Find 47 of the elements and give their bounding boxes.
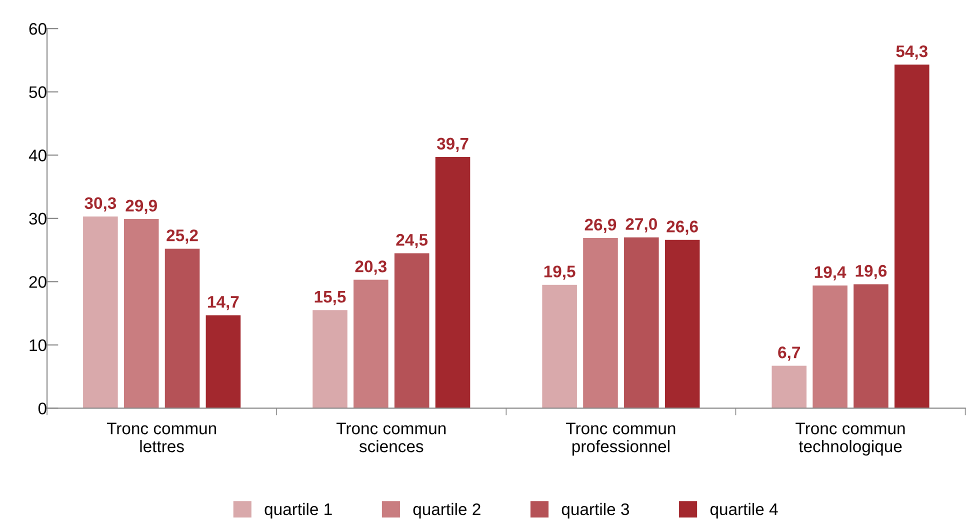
data-label: 54,3 bbox=[896, 45, 928, 60]
data-label: 25,2 bbox=[166, 230, 198, 244]
bar bbox=[772, 366, 807, 408]
y-tick-label: 40 bbox=[28, 150, 46, 162]
data-label: 24,5 bbox=[396, 234, 428, 248]
bar bbox=[435, 157, 470, 408]
data-label: 6,7 bbox=[778, 346, 800, 361]
bar bbox=[812, 285, 848, 408]
data-label: 39,7 bbox=[436, 138, 468, 152]
legend-label: quartile 4 bbox=[710, 502, 778, 518]
bar bbox=[542, 284, 577, 408]
data-label: 20,3 bbox=[355, 260, 387, 275]
bar bbox=[394, 253, 430, 408]
legend-label: quartile 3 bbox=[562, 502, 629, 518]
data-label: 15,5 bbox=[314, 291, 346, 306]
bar bbox=[354, 280, 388, 408]
bar bbox=[124, 219, 159, 408]
data-label: 19,4 bbox=[814, 266, 846, 280]
data-label: 14,7 bbox=[208, 296, 239, 310]
data-label: 29,9 bbox=[126, 200, 157, 214]
x-tick-label: Tronc commun technologique bbox=[796, 422, 905, 456]
data-label: 27,0 bbox=[626, 218, 657, 232]
bar bbox=[664, 240, 700, 408]
bar bbox=[206, 315, 241, 408]
bar bbox=[624, 237, 659, 408]
data-label: 19,6 bbox=[856, 264, 887, 280]
data-label: 26,6 bbox=[666, 220, 698, 235]
bar bbox=[164, 248, 200, 408]
data-label: 19,5 bbox=[544, 266, 576, 280]
legend-label: quartile 2 bbox=[413, 502, 480, 518]
y-tick-label: 20 bbox=[29, 276, 46, 288]
x-tick-label: Tronc commun sciences bbox=[336, 422, 446, 452]
y-tick-label: 30 bbox=[29, 212, 46, 225]
y-tick-label: 50 bbox=[29, 86, 46, 98]
bar bbox=[312, 310, 348, 408]
y-tick-label: 60 bbox=[29, 23, 46, 35]
legend-label: quartile 1 bbox=[264, 502, 332, 518]
bar bbox=[83, 216, 118, 408]
y-tick-label: 10 bbox=[30, 339, 46, 352]
bar bbox=[583, 238, 618, 408]
bar bbox=[894, 64, 930, 408]
y-tick-label: 0 bbox=[38, 402, 46, 414]
data-label: 26,9 bbox=[584, 218, 616, 233]
bar bbox=[854, 284, 888, 408]
x-tick-label: Tronc commun professionnel bbox=[566, 422, 676, 456]
x-tick-label: Tronc commun lettres bbox=[106, 422, 216, 452]
data-label: 30,3 bbox=[84, 197, 116, 212]
